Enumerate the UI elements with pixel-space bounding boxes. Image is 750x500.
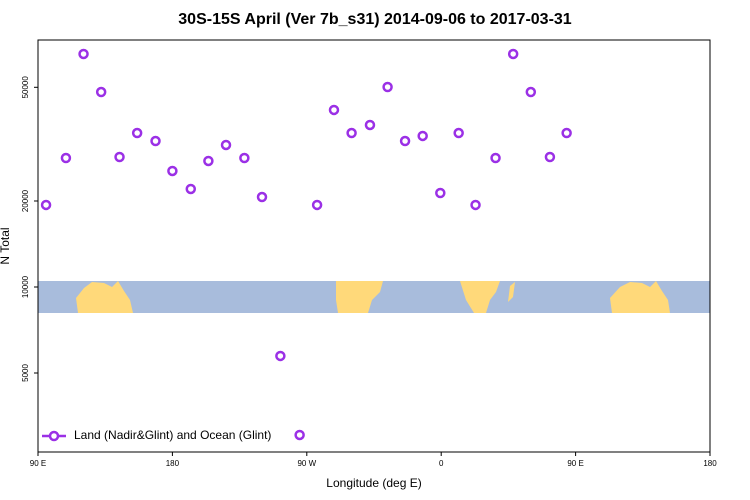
legend-label: Land (Nadir&Glint) and Ocean (Glint) — [74, 428, 271, 442]
point — [470, 199, 481, 211]
chart-title: 30S-15S April (Ver 7b_s31) 2014-09-06 to… — [178, 11, 572, 28]
point — [525, 86, 537, 98]
x-tick-label: 180 — [166, 459, 180, 468]
y-tick-label: 20000 — [21, 189, 30, 212]
x-tick-label: 90 W — [297, 459, 316, 468]
point — [239, 152, 250, 164]
x-tick-label: 0 — [439, 459, 444, 468]
point — [256, 191, 268, 203]
point — [561, 127, 572, 139]
point — [275, 350, 286, 362]
point — [417, 130, 428, 142]
plot-frame — [37, 39, 711, 453]
point — [95, 86, 107, 98]
point — [364, 119, 376, 131]
y-tick-label: 10000 — [21, 275, 30, 298]
point — [40, 199, 52, 211]
point — [185, 183, 197, 195]
x-tick-label: 90 E — [30, 459, 46, 468]
point — [203, 155, 214, 167]
point — [507, 48, 519, 60]
point — [150, 135, 161, 147]
point — [328, 104, 340, 116]
point — [544, 151, 556, 163]
point — [382, 81, 393, 93]
y-tick-label: 50000 — [21, 76, 30, 99]
point — [60, 152, 72, 164]
y-axis-label: N Total — [0, 227, 12, 264]
point — [294, 429, 305, 441]
point — [346, 127, 357, 139]
point — [78, 48, 89, 60]
legend-marker — [48, 430, 60, 442]
point — [399, 135, 411, 147]
x-axis-label: Longitude (deg E) — [326, 476, 421, 490]
point — [490, 152, 501, 164]
point — [220, 139, 232, 151]
point — [311, 199, 323, 211]
point — [131, 127, 143, 139]
point — [114, 151, 125, 163]
point — [453, 127, 464, 139]
map-band — [38, 281, 710, 313]
y-tick-label: 5000 — [21, 364, 30, 382]
point — [167, 165, 178, 177]
x-tick-label: 90 E — [567, 459, 583, 468]
x-tick-label: 180 — [703, 459, 717, 468]
point — [435, 187, 446, 199]
